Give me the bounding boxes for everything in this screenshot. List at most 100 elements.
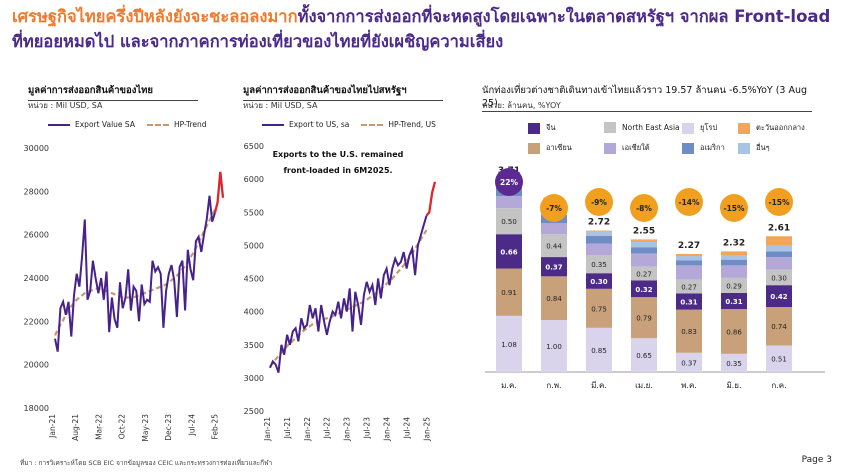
legend-swatch — [604, 122, 616, 133]
stack-segment — [676, 352, 702, 372]
category-label: มิ.ย. — [726, 381, 741, 390]
chart2-xtick: Jul-23 — [363, 417, 372, 440]
yoy-label: -9% — [591, 198, 607, 207]
segment-label: 0.27 — [636, 270, 652, 278]
segment-label: 0.85 — [591, 347, 607, 355]
chart2-xtick: Jan-25 — [422, 417, 431, 442]
legend-item: ยุโรป — [682, 122, 717, 134]
legend-label: อเมริกา — [700, 143, 725, 152]
stack-segment — [676, 279, 702, 294]
stack-segment — [766, 251, 792, 258]
chart2-note-line2: front-loaded in 6M2025. — [283, 166, 392, 175]
stack-segment — [586, 273, 612, 289]
chart2-legend: Export to US, sa HP-Trend, US — [262, 120, 448, 129]
yoy-label: -15% — [723, 204, 745, 213]
stack-segment — [586, 230, 612, 232]
stack-segment — [676, 309, 702, 353]
stack-segment — [496, 208, 522, 235]
stack-segment — [766, 285, 792, 307]
yoy-badge — [675, 188, 703, 216]
page-number: Page 3 — [801, 455, 832, 465]
category-label: ก.พ. — [546, 381, 561, 390]
stack-segment — [631, 338, 657, 372]
stack-segment — [631, 280, 657, 298]
category-label: พ.ค. — [681, 381, 697, 390]
chart2-highlight-line — [425, 181, 437, 217]
stack-segment — [541, 320, 567, 372]
segment-label: 0.27 — [681, 283, 697, 291]
stack-segment — [541, 234, 567, 258]
stack-segment — [631, 253, 657, 267]
stack-segment — [766, 307, 792, 346]
chart2-ytick: 6500 — [244, 142, 264, 151]
category-label: ก.ค. — [771, 381, 786, 390]
segment-label: 0.35 — [726, 360, 742, 368]
stack-segment — [766, 245, 792, 252]
chart2-xtick: Jul-21 — [283, 417, 292, 440]
chart2-xtick: Jan-24 — [382, 417, 391, 442]
yoy-badge — [765, 188, 793, 216]
stack-segment — [676, 253, 702, 257]
legend-swatch — [528, 122, 540, 134]
yoy-label: 22% — [500, 178, 518, 187]
chart1-highlight-line — [213, 171, 225, 214]
chart1-ytick: 20000 — [24, 361, 49, 370]
chart1-ytick: 30000 — [24, 144, 49, 153]
chart2-ytick: 4500 — [244, 275, 264, 284]
yoy-badge — [720, 194, 748, 222]
stack-segment — [631, 239, 657, 242]
legend-swatch — [604, 142, 616, 154]
stack-segment — [586, 243, 612, 255]
stack-segment — [721, 265, 747, 278]
category-label: มี.ค. — [591, 381, 607, 390]
legend-label: ตะวันออกกลาง — [756, 123, 805, 132]
bar-total: 2.55 — [633, 226, 655, 236]
stack-segment — [541, 223, 567, 235]
chart1-export-line — [54, 195, 216, 352]
stack-segment — [721, 292, 747, 310]
chart2-legend-export: Export to US, sa — [262, 120, 349, 129]
legend-label: เอเชียใต้ — [622, 143, 650, 152]
segment-label: 0.30 — [771, 274, 787, 282]
title-highlight: เศรษฐกิจไทยครึ่งปีหลังยังจะชะลอลงมาก — [12, 7, 298, 26]
chart1-unit: หน่วย : Mil USD, SA — [28, 101, 103, 110]
chart1-ytick: 18000 — [24, 404, 49, 413]
legend-label: อื่นๆ — [756, 143, 770, 152]
chart1-ytick: 28000 — [24, 187, 49, 196]
legend-item: เอเชียใต้ — [604, 142, 650, 154]
chart3-tourist-arrivals: 1.080.910.660.503.71ม.ค.22%1.000.840.370… — [485, 166, 825, 390]
segment-label: 0.35 — [591, 261, 607, 269]
stack-segment — [586, 255, 612, 274]
segment-label: 0.29 — [726, 282, 742, 290]
chart2-ytick: 5500 — [244, 208, 264, 217]
legend-item: North East Asia — [604, 122, 680, 133]
segment-label: 1.08 — [501, 341, 517, 349]
chart2-ytick: 3000 — [244, 374, 264, 383]
yoy-badge — [630, 194, 658, 222]
chart1-legend: Export Value SA HP-Trend — [48, 120, 219, 129]
chart1-legend-export: Export Value SA — [48, 120, 135, 129]
stack-segment — [496, 234, 522, 269]
legend-swatch — [682, 142, 694, 154]
chart2-unit: หน่วย : Mil USD, SA — [243, 101, 318, 110]
chart2-ytick: 4000 — [244, 308, 264, 317]
segment-label: 0.74 — [771, 323, 787, 331]
chart2-xtick: Jan-22 — [303, 417, 312, 442]
stack-segment — [496, 268, 522, 316]
title-rest: ทั้งจากการส่งออกที่จะหดสูงโดยเฉพาะในตลาด… — [12, 7, 831, 51]
legend-item: อาเซียน — [528, 142, 572, 154]
stack-segment — [676, 265, 702, 280]
legend-label: ยุโรป — [700, 123, 718, 132]
stack-segment — [631, 247, 657, 254]
stack-segment — [631, 297, 657, 339]
chart2-xtick: Jul-22 — [323, 417, 332, 440]
bar-total: 2.32 — [723, 238, 745, 248]
chart1-title: มูลค่าการส่งออกสินค้าของไทย — [28, 83, 198, 101]
segment-label: 0.30 — [590, 278, 607, 286]
segment-label: 0.44 — [546, 243, 562, 251]
chart2-legend-trend: HP-Trend, US — [361, 120, 436, 129]
segment-label: 0.65 — [636, 352, 652, 360]
category-label: เม.ย. — [635, 381, 653, 390]
chart1-xtick: Aug-21 — [71, 414, 80, 441]
stack-segment — [676, 260, 702, 266]
